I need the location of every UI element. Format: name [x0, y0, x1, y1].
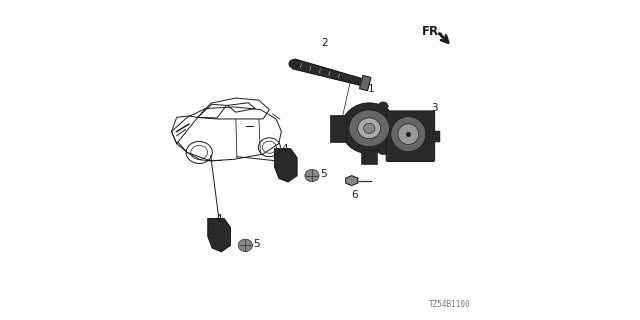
Text: FR.: FR.: [422, 25, 444, 38]
Circle shape: [398, 124, 419, 144]
Text: 6: 6: [351, 190, 358, 200]
Polygon shape: [292, 59, 367, 86]
FancyBboxPatch shape: [361, 150, 378, 164]
FancyBboxPatch shape: [433, 131, 440, 142]
Ellipse shape: [305, 169, 319, 182]
FancyBboxPatch shape: [330, 115, 346, 142]
Ellipse shape: [364, 123, 375, 133]
Polygon shape: [275, 149, 297, 182]
Ellipse shape: [378, 146, 388, 155]
FancyBboxPatch shape: [387, 131, 394, 142]
Ellipse shape: [289, 60, 298, 68]
Ellipse shape: [349, 110, 390, 147]
Text: 5: 5: [320, 169, 326, 179]
Text: TZ54B1100: TZ54B1100: [429, 300, 470, 309]
Text: 1: 1: [367, 84, 374, 94]
Ellipse shape: [341, 103, 397, 154]
Polygon shape: [360, 76, 371, 91]
Ellipse shape: [336, 124, 346, 133]
Text: 2: 2: [321, 38, 328, 48]
Ellipse shape: [238, 239, 252, 252]
Ellipse shape: [358, 118, 381, 139]
FancyBboxPatch shape: [386, 111, 435, 162]
Polygon shape: [346, 176, 358, 186]
Text: 3: 3: [431, 103, 438, 113]
Text: 5: 5: [253, 239, 260, 249]
Circle shape: [391, 116, 426, 152]
Ellipse shape: [378, 102, 388, 111]
Text: 4: 4: [282, 144, 289, 154]
Polygon shape: [208, 219, 230, 252]
Text: 4: 4: [215, 214, 222, 224]
